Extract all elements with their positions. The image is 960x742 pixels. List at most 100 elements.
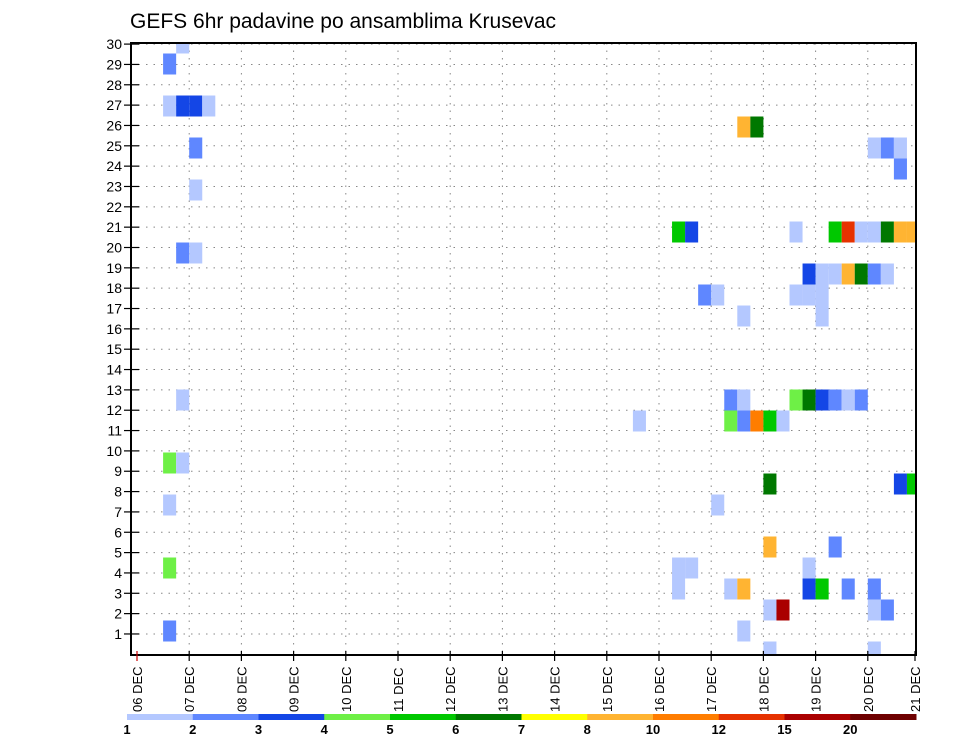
heatmap-cell <box>828 536 842 558</box>
x-tick-label: 17 DEC <box>704 666 719 712</box>
colorbar-label: 12 <box>712 722 726 737</box>
y-tick-label: 30 <box>106 36 122 52</box>
colorbar-label: 15 <box>777 722 791 737</box>
y-tick-label: 5 <box>114 545 122 561</box>
y-tick-label: 22 <box>106 199 122 215</box>
heatmap-cell <box>176 43 190 54</box>
y-tick-label: 26 <box>106 117 122 133</box>
colorbar-label: 7 <box>518 722 525 737</box>
colorbar-legend: 1 2 3 4 5 6 7 8 10 12 15 20 <box>123 714 917 737</box>
heatmap-cell <box>163 620 177 642</box>
heatmap-cell <box>802 389 816 411</box>
heatmap-cell <box>893 158 907 180</box>
heatmap-cell <box>737 389 751 411</box>
y-tick-label: 19 <box>106 260 122 276</box>
colorbar-label: 5 <box>386 722 393 737</box>
heatmap-cell <box>854 389 868 411</box>
x-tick-label: 10 DEC <box>339 666 354 712</box>
heatmap-cell <box>841 389 855 411</box>
colorbar-swatch <box>390 714 457 720</box>
heatmap-cell <box>685 557 699 579</box>
heatmap-cell <box>189 95 203 117</box>
chart-title: GEFS 6hr padavine po ansamblima Krusevac <box>130 10 556 33</box>
heatmap-cell <box>893 221 907 243</box>
heatmap-cell <box>163 494 177 516</box>
heatmap-cell <box>632 410 646 432</box>
heatmap-cell <box>672 221 686 243</box>
heatmap-cell <box>750 410 764 432</box>
heatmap-cell <box>880 599 894 621</box>
y-tick-label: 24 <box>106 158 122 174</box>
heatmap-cell <box>737 578 751 600</box>
colorbar-swatch <box>587 714 654 720</box>
heatmap-cell <box>841 578 855 600</box>
colorbar-swatch <box>521 714 588 720</box>
colorbar-swatch <box>850 714 917 720</box>
y-tick-label: 13 <box>106 382 122 398</box>
heatmap-cell <box>737 410 751 432</box>
x-tick-label: 13 DEC <box>495 666 510 712</box>
heatmap-cell <box>776 410 790 432</box>
heatmap-cell <box>163 557 177 579</box>
y-tick-label: 1 <box>114 626 122 642</box>
heatmap-cell <box>176 242 190 264</box>
heatmap-cell <box>802 578 816 600</box>
y-tick-label: 29 <box>106 56 122 72</box>
heatmap-cell <box>789 389 803 411</box>
heatmap-cell <box>763 599 777 621</box>
heatmap-cell <box>176 452 190 474</box>
heatmap-cell <box>867 641 881 655</box>
heatmap-cell <box>854 263 868 285</box>
heatmap-cell <box>815 578 829 600</box>
heatmap-cell <box>867 221 881 243</box>
heatmap-cell <box>189 242 203 264</box>
heatmap-cell <box>789 221 803 243</box>
heatmap-cell <box>176 389 190 411</box>
heatmap-cell <box>724 410 738 432</box>
heatmap-cell <box>802 263 816 285</box>
heatmap-cell <box>189 137 203 159</box>
heatmap-cell <box>802 284 816 306</box>
x-tick-label: 11 DEC <box>391 667 406 712</box>
heatmap-cell <box>854 221 868 243</box>
heatmap-cell <box>893 137 907 159</box>
x-tick-label: 21 DEC <box>908 666 923 712</box>
colorbar-swatch <box>258 714 325 720</box>
heatmap-cell <box>189 179 203 201</box>
y-tick-label: 4 <box>114 565 122 581</box>
colorbar-swatch <box>192 714 259 720</box>
heatmap-cell <box>815 263 829 285</box>
y-tick-label: 15 <box>106 341 122 357</box>
y-tick-label: 17 <box>106 301 122 317</box>
heatmap-cell <box>880 137 894 159</box>
heatmap-cell <box>724 578 738 600</box>
y-tick-label: 9 <box>114 463 122 479</box>
y-tick-label: 14 <box>106 362 122 378</box>
heatmap-cell <box>698 284 712 306</box>
colorbar-swatch <box>718 714 785 720</box>
colorbar-label: 3 <box>255 722 262 737</box>
y-tick-label: 3 <box>114 585 122 601</box>
y-tick-label: 20 <box>106 240 122 256</box>
heatmap-cell <box>724 389 738 411</box>
colorbar-label: 10 <box>646 722 660 737</box>
heatmap-cell <box>737 305 751 327</box>
heatmap-cell <box>906 221 916 243</box>
x-tick-label: 06 DEC <box>130 666 145 712</box>
colorbar-label: 20 <box>843 722 857 737</box>
heatmap-cell <box>828 221 842 243</box>
heatmap-cell <box>763 641 777 655</box>
heatmap-cell <box>763 410 777 432</box>
heatmap-cell <box>867 578 881 600</box>
y-tick-label: 12 <box>106 402 122 418</box>
x-tick-label: 08 DEC <box>234 666 249 712</box>
heatmap-cell <box>202 95 216 117</box>
heatmap-cell <box>802 557 816 579</box>
y-tick-label: 6 <box>114 524 122 540</box>
y-tick-label: 16 <box>106 321 122 337</box>
colorbar-label: 1 <box>123 722 130 737</box>
y-tick-label: 7 <box>114 504 122 520</box>
heatmap-cell <box>163 452 177 474</box>
heatmap-cell <box>763 473 777 495</box>
